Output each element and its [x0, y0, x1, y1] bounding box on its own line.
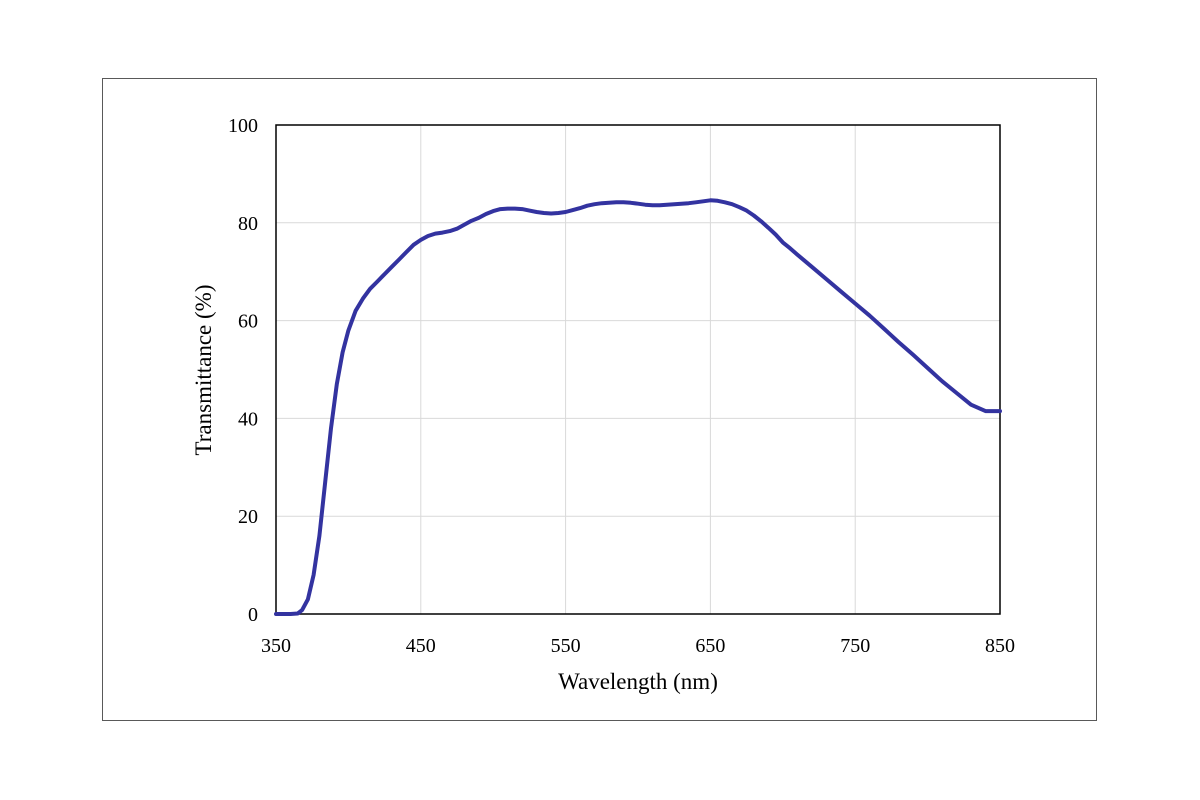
y-tick-label: 0: [248, 604, 258, 626]
x-tick-label: 350: [261, 635, 291, 657]
y-tick-label: 40: [238, 408, 258, 430]
x-tick-label: 450: [406, 635, 436, 657]
y-tick-label: 80: [238, 213, 258, 235]
grid-lines: [276, 125, 1000, 614]
series-line: [274, 198, 1002, 616]
series-layer: [274, 198, 1002, 616]
y-axis-title: Transmittance (%): [191, 285, 216, 456]
transmittance-chart: 350 450 550 650 750 850 0 20 40 60 80 100 Waveleng…: [191, 115, 1015, 694]
plot-area-border: [275, 124, 1001, 615]
x-tick-label: 750: [840, 635, 870, 657]
chart-frame: 350 450 550 650 750 850 0 20 40 60 80 100 Waveleng…: [102, 78, 1097, 721]
x-tick-label: 850: [985, 635, 1015, 657]
x-axis-title: Wavelength (nm): [558, 669, 718, 694]
y-tick-label: 20: [238, 506, 258, 528]
x-tick-label: 550: [551, 635, 581, 657]
y-tick-labels: 0 20 40 60 80 100: [228, 115, 258, 626]
y-tick-label: 100: [228, 115, 258, 137]
x-tick-label: 650: [695, 635, 725, 657]
x-tick-labels: 350 450 550 650 750 850: [261, 635, 1015, 657]
y-tick-label: 60: [238, 311, 258, 333]
